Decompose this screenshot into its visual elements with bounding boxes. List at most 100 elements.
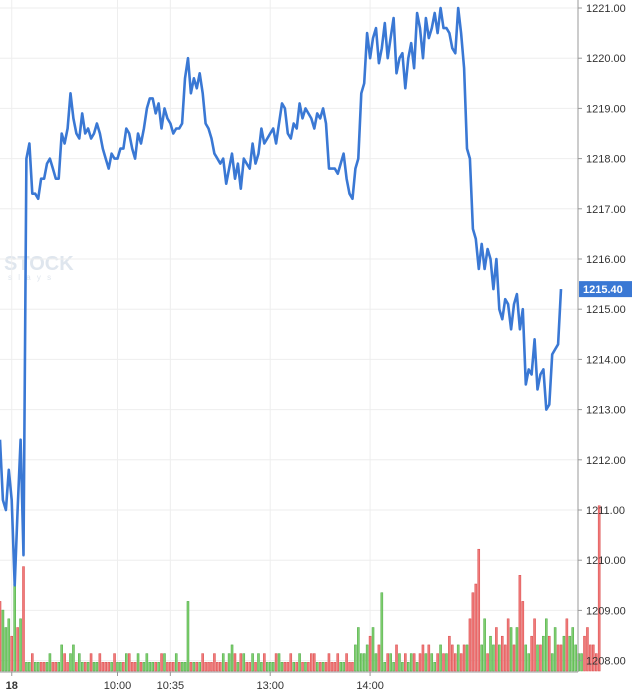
volume-bar xyxy=(547,635,551,672)
volume-bar xyxy=(354,644,357,672)
volume-bar xyxy=(298,653,301,672)
volume-bar xyxy=(409,653,413,672)
volume-bar xyxy=(506,618,510,672)
volume-bar xyxy=(4,627,8,672)
volume-bar xyxy=(251,653,254,672)
volume-bar xyxy=(451,644,454,672)
volume-bar xyxy=(330,662,334,672)
volume-bar xyxy=(230,644,234,672)
y-tick-label: 1216.00 xyxy=(586,254,626,266)
volume-bar xyxy=(424,653,428,672)
volume-bar xyxy=(224,662,228,672)
volume-bar xyxy=(19,618,22,672)
volume-bar xyxy=(219,662,222,672)
volume-bar xyxy=(389,653,392,672)
volume-bar xyxy=(521,601,525,672)
volume-bar xyxy=(133,662,137,672)
volume-bar xyxy=(139,662,143,672)
volume-bar xyxy=(78,653,81,672)
volume-bar xyxy=(342,662,345,672)
watermark-subtext: s l a y s xyxy=(8,273,53,282)
x-tick-label: 10:00 xyxy=(104,680,132,691)
volume-bar xyxy=(86,662,90,672)
volume-bar xyxy=(107,662,110,672)
y-tick-label: 1220.00 xyxy=(586,53,626,65)
volume-bar xyxy=(66,662,69,672)
volume-bar xyxy=(10,635,14,672)
price-line-group xyxy=(0,6,563,587)
last-price-text: 1215.40 xyxy=(583,284,623,296)
volume-bar xyxy=(95,662,99,672)
price-line xyxy=(0,6,563,587)
volume-bar xyxy=(533,618,536,672)
volume-bar xyxy=(594,653,598,672)
x-axis: 18 10:00 10:35 13:00 14:00 xyxy=(0,671,578,691)
volume-bar xyxy=(471,592,475,672)
volume-bar xyxy=(36,662,40,672)
volume-bar xyxy=(512,644,516,672)
volume-bar xyxy=(295,662,298,672)
volume-bar xyxy=(553,627,557,672)
volume-bar xyxy=(301,662,304,672)
volume-bar xyxy=(359,653,363,672)
volume-bar xyxy=(0,601,2,672)
volume-bar xyxy=(186,601,190,672)
grid-lines xyxy=(0,0,578,672)
volume-bar xyxy=(336,653,340,672)
volume-bar xyxy=(57,662,61,672)
volume-bar xyxy=(221,653,225,672)
volume-bar xyxy=(13,583,16,672)
volume-bar xyxy=(365,644,369,672)
volume-bar xyxy=(260,662,263,672)
volume-bar xyxy=(210,662,213,672)
volume-bar xyxy=(445,653,448,672)
volume-bar xyxy=(122,662,125,672)
volume-bar xyxy=(268,662,272,672)
volume-bar xyxy=(48,653,52,672)
volume-bar xyxy=(136,653,140,672)
volume-bar xyxy=(292,662,295,672)
volume-bar xyxy=(313,653,316,672)
volume-bar xyxy=(377,644,381,672)
x-tick-label: 10:35 xyxy=(157,680,185,691)
volume-bar xyxy=(368,635,372,672)
volume-bar xyxy=(436,653,439,672)
volume-bar xyxy=(248,662,251,672)
volume-bar xyxy=(98,653,102,672)
volume-bar xyxy=(333,662,337,672)
volume-bar xyxy=(327,653,331,672)
volume-bar xyxy=(559,644,563,672)
volume-bar xyxy=(489,635,492,672)
volume-bar xyxy=(286,662,290,672)
y-tick-label: 1221.00 xyxy=(586,3,626,15)
volume-bar xyxy=(351,662,354,672)
volume-bar xyxy=(583,635,586,672)
volume-bar xyxy=(433,662,436,672)
volume-bar xyxy=(75,662,78,672)
volume-bar xyxy=(280,662,284,672)
volume-bar xyxy=(374,653,378,672)
volume-bar xyxy=(427,644,431,672)
volume-bar xyxy=(383,662,387,672)
volume-bar xyxy=(80,662,84,672)
volume-bar xyxy=(536,644,539,672)
volume-bar xyxy=(556,644,560,672)
volume-bar xyxy=(39,662,43,672)
volume-bar xyxy=(486,653,489,672)
volume-bar xyxy=(545,618,548,672)
volume-bar xyxy=(63,653,66,672)
volume-bar xyxy=(174,653,178,672)
volume-bar xyxy=(477,548,481,672)
volume-bar xyxy=(172,662,175,672)
volume-bar xyxy=(207,662,210,672)
volume-bar xyxy=(28,662,31,672)
volume-bar xyxy=(348,662,351,672)
volume-bar xyxy=(233,653,237,672)
volume-bar xyxy=(357,627,360,672)
volume-bar xyxy=(468,618,472,672)
volume-bar xyxy=(421,644,425,672)
volume-bar xyxy=(22,566,25,672)
volume-bar xyxy=(527,653,530,672)
volume-bar xyxy=(571,627,575,672)
